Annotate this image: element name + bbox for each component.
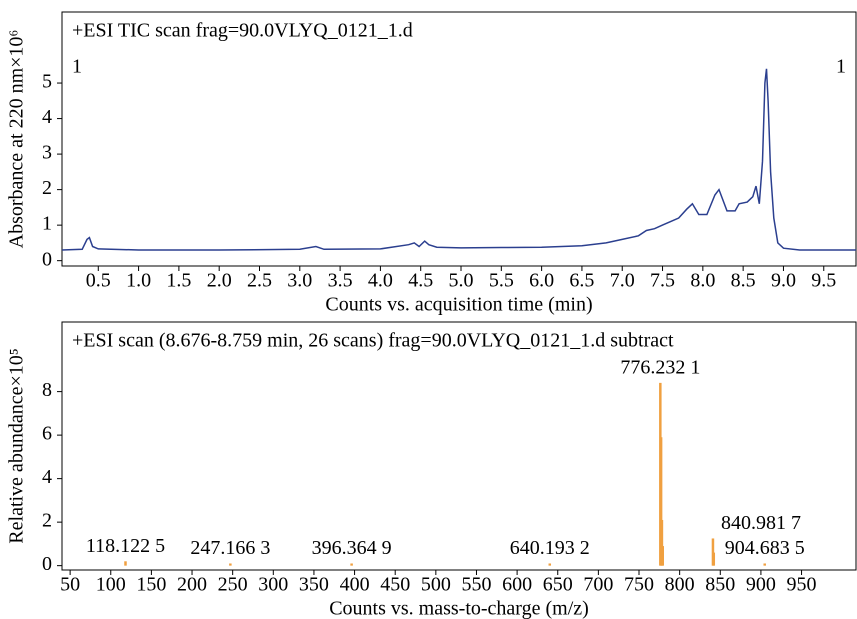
y-tick-label: 2 bbox=[42, 177, 52, 199]
x-tick-label: 6.0 bbox=[529, 270, 554, 292]
y-tick-label: 5 bbox=[42, 71, 52, 93]
chart-title: +ESI scan (8.676-8.759 min, 26 scans) fr… bbox=[72, 330, 674, 352]
x-tick-label: 400 bbox=[340, 574, 370, 596]
peak-label: 247.166 3 bbox=[190, 537, 270, 559]
y-tick-label: 4 bbox=[42, 466, 52, 488]
x-tick-label: 7.0 bbox=[610, 270, 635, 292]
data-line bbox=[61, 68, 856, 251]
y-axis-label: Absorbance at 220 nm×10⁶ bbox=[6, 30, 28, 249]
plot-frame bbox=[61, 11, 857, 267]
x-tick-label: 850 bbox=[705, 574, 735, 596]
x-tick-label: 600 bbox=[502, 574, 532, 596]
x-tick-label: 0.5 bbox=[86, 270, 111, 292]
x-tick-label: 650 bbox=[543, 574, 573, 596]
x-tick-label: 550 bbox=[461, 574, 491, 596]
x-tick-label: 7.5 bbox=[650, 270, 675, 292]
x-tick-label: 8.5 bbox=[731, 270, 756, 292]
x-tick-label: 1.0 bbox=[126, 270, 151, 292]
y-tick-label: 4 bbox=[42, 106, 52, 128]
y-tick-label: 6 bbox=[42, 423, 52, 445]
x-tick-label: 5.0 bbox=[449, 270, 474, 292]
x-tick-label: 250 bbox=[218, 574, 248, 596]
x-tick-label: 200 bbox=[177, 574, 207, 596]
x-tick-label: 4.0 bbox=[368, 270, 393, 292]
x-tick-label: 8.0 bbox=[690, 270, 715, 292]
peak-label: 396.364 9 bbox=[312, 537, 392, 559]
x-tick-label: 350 bbox=[299, 574, 329, 596]
x-tick-label: 9.0 bbox=[771, 270, 796, 292]
x-tick-label: 100 bbox=[96, 574, 126, 596]
y-tick-label: 0 bbox=[42, 248, 52, 270]
peak-label: 118.122 5 bbox=[86, 535, 165, 557]
y-axis-label: Relative abundance×10⁵ bbox=[6, 348, 28, 543]
chart-title: +ESI TIC scan frag=90.0VLYQ_0121_1.d bbox=[72, 20, 413, 42]
x-tick-label: 450 bbox=[380, 574, 410, 596]
annotation: 1 bbox=[72, 56, 82, 78]
x-tick-label: 1.5 bbox=[166, 270, 191, 292]
peak-label: 904.683 5 bbox=[725, 537, 805, 559]
y-tick-label: 3 bbox=[42, 142, 52, 164]
y-tick-label: 1 bbox=[42, 213, 52, 235]
x-tick-label: 4.5 bbox=[408, 270, 433, 292]
x-tick-label: 2.0 bbox=[207, 270, 232, 292]
x-tick-label: 9.5 bbox=[811, 270, 836, 292]
peak-label: 640.193 2 bbox=[510, 537, 590, 559]
x-tick-label: 50 bbox=[60, 574, 80, 596]
x-axis-label: Counts vs. acquisition time (min) bbox=[325, 294, 592, 316]
y-tick-label: 8 bbox=[42, 379, 52, 401]
y-tick-label: 2 bbox=[42, 510, 52, 532]
x-tick-label: 3.5 bbox=[328, 270, 353, 292]
x-tick-label: 300 bbox=[258, 574, 288, 596]
peak-label: 776.232 1 bbox=[620, 357, 700, 379]
x-tick-label: 700 bbox=[583, 574, 613, 596]
x-tick-label: 750 bbox=[624, 574, 654, 596]
y-tick-label: 0 bbox=[42, 553, 52, 575]
peak-label: 840.981 7 bbox=[721, 512, 801, 534]
plot-frame bbox=[61, 321, 857, 571]
x-tick-label: 150 bbox=[136, 574, 166, 596]
x-tick-label: 3.0 bbox=[287, 270, 312, 292]
x-tick-label: 2.5 bbox=[247, 270, 272, 292]
x-tick-label: 900 bbox=[746, 574, 776, 596]
x-axis-label: Counts vs. mass-to-charge (m/z) bbox=[329, 598, 589, 619]
x-tick-label: 6.5 bbox=[569, 270, 594, 292]
x-tick-label: 950 bbox=[787, 574, 817, 596]
x-tick-label: 800 bbox=[665, 574, 695, 596]
annotation: 1 bbox=[836, 56, 846, 78]
x-tick-label: 5.5 bbox=[489, 270, 514, 292]
x-tick-label: 500 bbox=[421, 574, 451, 596]
